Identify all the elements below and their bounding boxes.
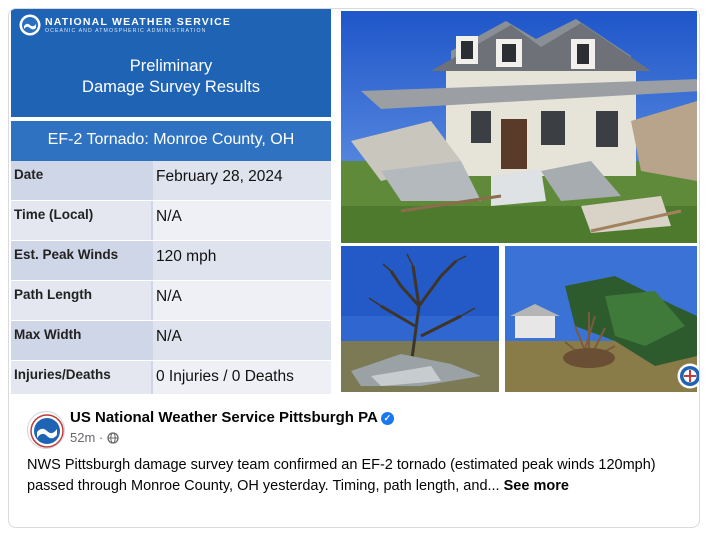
post-time[interactable]: 52m — [70, 430, 96, 445]
row-label: Injuries/Deaths — [11, 361, 151, 394]
table-row: Time (Local) N/A — [11, 201, 331, 240]
avatar[interactable] — [27, 411, 65, 449]
row-value: N/A — [153, 281, 331, 320]
table-row: Path Length N/A — [11, 281, 331, 320]
survey-title-line1: Preliminary — [129, 57, 213, 75]
survey-title: Preliminary Damage Survey Results — [11, 56, 331, 98]
see-more-link[interactable]: See more — [503, 478, 569, 494]
row-value: February 28, 2024 — [153, 161, 331, 200]
verified-badge-icon: ✓ — [380, 412, 394, 425]
row-value: N/A — [153, 201, 331, 240]
table-row: Date February 28, 2024 — [11, 161, 331, 200]
post-text: NWS Pittsburgh damage survey team confir… — [27, 455, 687, 497]
damage-survey-graphic[interactable]: NATIONAL WEATHER SERVICE OCEANIC AND ATM… — [9, 9, 699, 394]
row-label: Time (Local) — [11, 201, 151, 240]
survey-info-panel: NATIONAL WEATHER SERVICE OCEANIC AND ATM… — [11, 9, 331, 394]
post-body: NWS Pittsburgh damage survey team confir… — [27, 457, 656, 494]
row-label: Date — [11, 161, 151, 200]
uprooted-tree-photo — [505, 246, 697, 392]
globe-icon — [107, 432, 119, 444]
table-row: Est. Peak Winds 120 mph — [11, 241, 331, 280]
downed-tree-photo — [341, 246, 499, 392]
survey-title-line2: Damage Survey Results — [82, 78, 260, 96]
nws-badge-icon — [677, 363, 699, 389]
table-row: Max Width N/A — [11, 321, 331, 360]
post-meta: 52m · — [70, 430, 119, 445]
org-subtitle: OCEANIC AND ATMOSPHERIC ADMINISTRATION — [45, 28, 207, 34]
row-value: 0 Injuries / 0 Deaths — [153, 361, 331, 394]
nws-avatar-icon — [30, 414, 64, 448]
table-row: Injuries/Deaths 0 Injuries / 0 Deaths — [11, 361, 331, 394]
row-label: Est. Peak Winds — [11, 241, 151, 280]
nws-header: NATIONAL WEATHER SERVICE OCEANIC AND ATM… — [11, 9, 331, 117]
row-value: 120 mph — [153, 241, 331, 280]
meta-separator: · — [98, 430, 104, 445]
damaged-house-photo — [341, 11, 697, 243]
row-label: Max Width — [11, 321, 151, 360]
row-label: Path Length — [11, 281, 151, 320]
nws-logo-icon — [19, 14, 41, 36]
event-bar: EF-2 Tornado: Monroe County, OH — [11, 119, 331, 161]
post-card: NATIONAL WEATHER SERVICE OCEANIC AND ATM… — [8, 8, 700, 528]
org-name: NATIONAL WEATHER SERVICE — [45, 16, 232, 28]
event-title: EF-2 Tornado: Monroe County, OH — [47, 131, 295, 148]
author-name[interactable]: US National Weather Service Pittsburgh P… — [70, 409, 378, 426]
row-value: N/A — [153, 321, 331, 360]
post-author[interactable]: US National Weather Service Pittsburgh P… — [70, 409, 394, 426]
